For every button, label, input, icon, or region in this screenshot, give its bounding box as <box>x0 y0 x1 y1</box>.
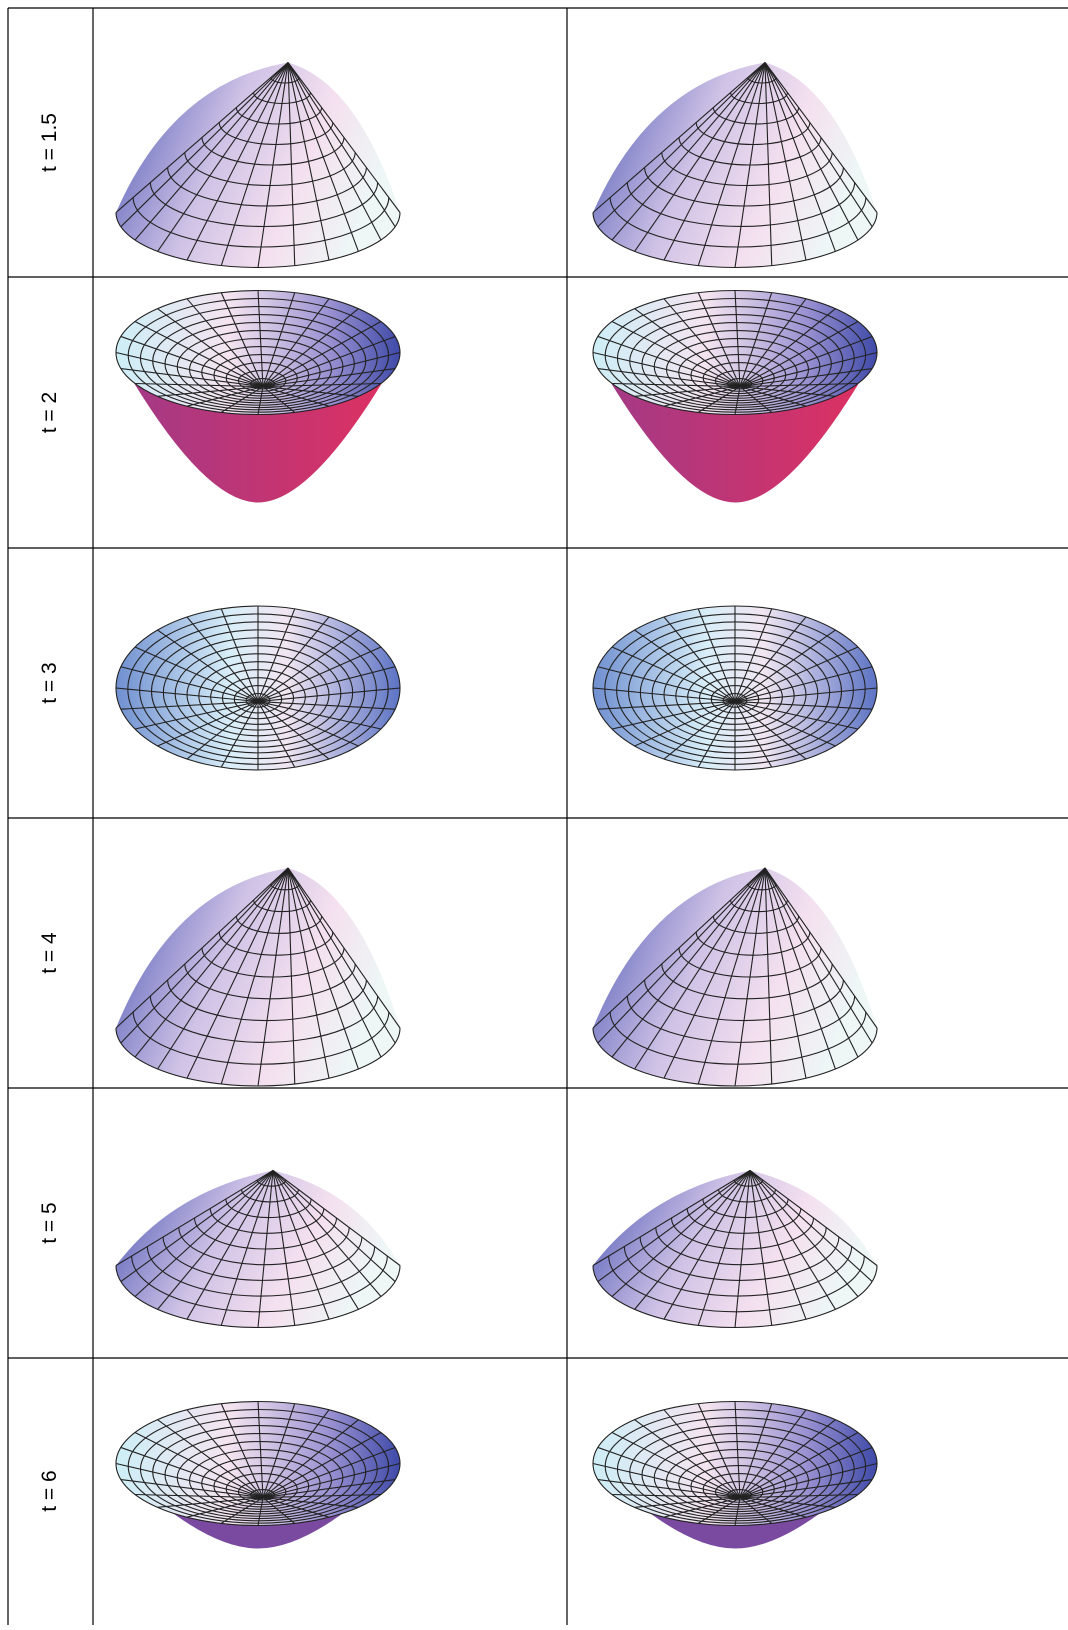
surface-plot <box>593 63 877 268</box>
surface-fill <box>593 868 877 1086</box>
row-label: t = 1.5 <box>38 113 61 172</box>
surface-fill <box>593 63 877 268</box>
row-label: t = 6 <box>38 1470 61 1511</box>
surface-fill <box>116 868 400 1086</box>
table-cells: t = 1.5 t = 2 t = 3 t = 4 t = 5 t = 6 <box>38 63 877 1549</box>
surface-plot <box>116 291 400 503</box>
row-label: t = 5 <box>38 1202 61 1243</box>
row-label: t = 3 <box>38 662 61 703</box>
surface-plot <box>116 1171 400 1328</box>
surface-plot <box>116 63 400 268</box>
surface-plot <box>593 291 877 503</box>
surface-plot <box>593 868 877 1086</box>
surface-plot <box>116 1402 400 1549</box>
surface-plot <box>593 1171 877 1328</box>
page: t = 1.5t = 2t = 3t = 4t = 5t = 6 (() => … <box>0 0 1068 1625</box>
surface-fill <box>116 63 400 268</box>
surface-table: t = 1.5 t = 2 t = 3 t = 4 t = 5 t = 6 <box>0 0 1068 1625</box>
surface-plot <box>593 1402 877 1549</box>
row-label: t = 4 <box>38 932 61 974</box>
surface-plot <box>593 606 877 770</box>
surface-plot <box>116 868 400 1086</box>
surface-plot <box>116 606 400 770</box>
row-label: t = 2 <box>38 392 61 433</box>
